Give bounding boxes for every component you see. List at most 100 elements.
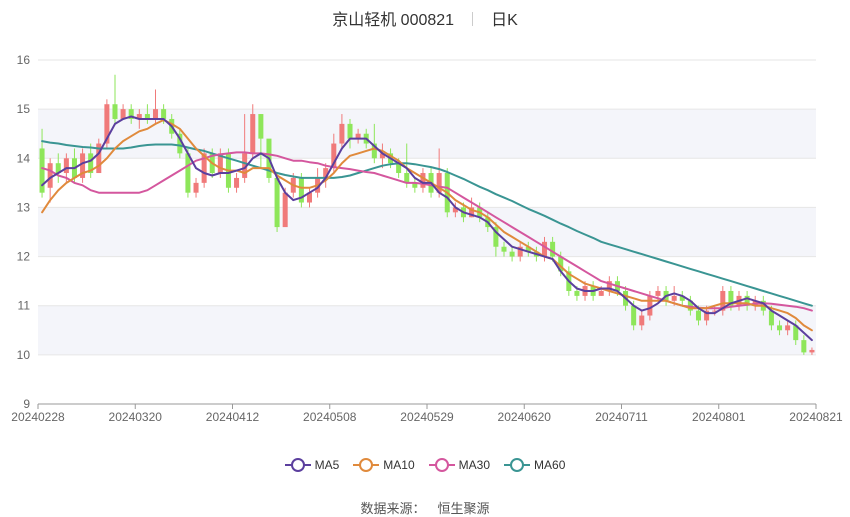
candle-body <box>298 177 304 203</box>
legend-item-ma30[interactable]: MA30 <box>428 458 490 472</box>
candle-body <box>258 114 264 139</box>
grid-band <box>38 109 816 159</box>
candle <box>509 246 515 262</box>
legend-swatch-ma60 <box>504 458 531 472</box>
candle <box>452 202 458 218</box>
candle-body <box>720 290 726 311</box>
candle <box>371 123 377 164</box>
candle-body <box>104 104 110 144</box>
candle <box>744 290 750 311</box>
candle-body <box>371 143 377 159</box>
y-tick-label: 12 <box>17 250 31 264</box>
legend-label-ma60: MA60 <box>534 458 566 472</box>
candle-body <box>217 153 223 174</box>
candle-body <box>152 109 159 119</box>
candle-body <box>469 207 475 218</box>
candle-body <box>777 325 783 331</box>
x-tick-label: 20240508 <box>303 410 357 424</box>
legend-item-ma60[interactable]: MA60 <box>504 458 565 472</box>
candle-body <box>671 295 677 301</box>
candle-body <box>404 173 410 183</box>
y-tick-label: 13 <box>17 200 31 214</box>
title-separator <box>472 12 474 26</box>
candle-body <box>809 349 815 353</box>
moving-average-lines <box>41 115 813 342</box>
legend-label-ma10: MA10 <box>383 458 415 472</box>
candle-body <box>80 153 86 178</box>
candle-body <box>144 114 150 119</box>
ma5-line <box>41 115 813 342</box>
candle-body <box>704 310 710 321</box>
candle <box>720 286 726 316</box>
candle-body <box>695 310 702 321</box>
candle <box>355 128 361 144</box>
candle-body <box>598 290 604 296</box>
candle-body <box>39 148 45 193</box>
candle-body <box>331 143 337 169</box>
candle <box>306 187 313 208</box>
candle-body <box>96 143 102 174</box>
candle-body <box>323 168 329 178</box>
legend: MA5 MA10 MA30 MA60 <box>0 458 850 472</box>
candle <box>323 163 329 188</box>
y-tick-label: 14 <box>17 151 31 165</box>
chart-title: 京山轻机 000821 日K <box>0 6 850 30</box>
x-axis-ticks: 20240228 20240320 20240412 20240508 20240529… <box>11 404 843 424</box>
candle <box>250 104 256 159</box>
candle-body <box>606 281 612 291</box>
candle <box>120 104 126 119</box>
candle <box>112 74 118 124</box>
y-axis-ticks: 9 10 11 12 13 14 15 16 <box>17 53 31 411</box>
data-source: 数据来源： 恒生聚源 <box>0 498 850 517</box>
legend-swatch-ma30 <box>428 458 455 472</box>
legend-label-ma5: MA5 <box>314 458 340 472</box>
candle-body <box>501 246 507 252</box>
candle-body <box>185 153 191 193</box>
candle-body <box>679 295 685 301</box>
candle-body <box>639 315 645 326</box>
x-tick-label: 20240620 <box>498 410 552 424</box>
candle <box>420 168 426 193</box>
candle-body <box>493 227 499 247</box>
candle-body <box>339 123 345 144</box>
candle <box>493 222 499 257</box>
candle <box>274 173 280 232</box>
candle <box>347 118 353 149</box>
candle <box>193 177 199 198</box>
candle-body <box>574 290 580 296</box>
candle-body <box>234 177 240 188</box>
candle-body <box>541 241 548 257</box>
candle-body <box>550 241 556 257</box>
candle-body <box>517 246 523 257</box>
legend-item-ma5[interactable]: MA5 <box>284 458 340 472</box>
legend-swatch-ma10 <box>353 458 380 472</box>
candle <box>412 177 418 193</box>
candle <box>801 335 807 355</box>
candle <box>55 153 61 183</box>
candle-body <box>396 163 402 174</box>
candle-body <box>242 153 248 178</box>
candle-body <box>793 325 799 341</box>
candle <box>525 241 531 257</box>
x-tick-label: 20240711 <box>595 410 648 424</box>
y-tick-label: 15 <box>17 102 31 116</box>
y-tick-label: 11 <box>18 299 31 313</box>
candle-body <box>282 192 288 228</box>
candle <box>177 128 183 159</box>
candle-body <box>509 251 515 257</box>
candle-body <box>88 153 94 174</box>
legend-item-ma10[interactable]: MA10 <box>353 458 415 472</box>
candle-body <box>55 163 61 174</box>
legend-swatch-ma5 <box>284 458 311 472</box>
candle-body <box>525 246 531 252</box>
candle-body <box>63 158 69 174</box>
y-tick-label: 10 <box>17 348 31 362</box>
candle <box>639 310 645 331</box>
candle <box>777 320 783 336</box>
candle <box>501 241 507 257</box>
candle <box>185 148 191 198</box>
candle-body <box>801 340 807 353</box>
candle-body <box>558 256 564 272</box>
grid-band <box>38 305 816 355</box>
